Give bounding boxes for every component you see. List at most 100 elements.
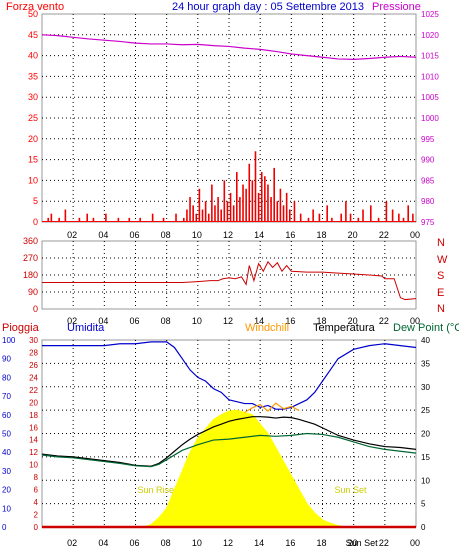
wind-axis-ticks: 0 5 10 15 20 25 30 35 40 45 50 (28, 9, 38, 227)
pressure-line-group (41, 34, 417, 60)
x-tick-label: 10 (192, 538, 202, 548)
x-tick-label: 14 (254, 230, 264, 240)
rain-tick-label: 28 (29, 348, 38, 357)
rain-tick-label: 16 (29, 423, 38, 432)
temp-tick-label: 20 (421, 430, 430, 439)
x-tick-label: 02 (67, 230, 77, 240)
rain-tick-label: 20 (29, 398, 38, 407)
chart-title: 24 hour graph day : 05 Settembre 2013 (172, 1, 364, 13)
rain-tick-label: 18 (29, 411, 38, 420)
humidity-axis-ticks: 0 10 20 30 40 50 60 70 80 90 100 (2, 336, 16, 532)
temp-tick-label: 30 (421, 383, 430, 392)
humidity-tick-label: 10 (2, 504, 11, 513)
x-tick-label: 16 (285, 316, 295, 326)
rain-tick-label: 2 (34, 511, 39, 520)
wind-direction-grid (42, 241, 416, 309)
rain-tick-label: 6 (34, 486, 39, 495)
wind-tick-label: 35 (28, 71, 38, 81)
x-tick-label: 00 (410, 538, 420, 548)
wind-x-ticks: 02 04 06 08 10 12 14 16 18 20 22 00 (67, 230, 420, 240)
x-tick-label: 04 (98, 538, 108, 548)
humidity-tick-label: 60 (2, 411, 11, 420)
pressure-tick-label: 1010 (421, 72, 439, 81)
x-tick-label: 22 (379, 230, 389, 240)
x-tick-label: 10 (192, 316, 202, 326)
wind-tick-label: 40 (28, 51, 38, 61)
pressure-axis-ticks: 975 980 985 990 995 1000 1005 1010 1015 1020 1025 (421, 10, 439, 227)
solar-area (143, 409, 346, 528)
x-tick-label: 06 (130, 316, 140, 326)
temp-humidity-lines (41, 341, 417, 529)
x-tick-label: 12 (223, 316, 233, 326)
rain-tick-label: 30 (29, 336, 38, 345)
solar-area-group (143, 409, 346, 528)
legend-pioggia: Pioggia (2, 322, 40, 334)
compass-label: N (437, 303, 445, 315)
wind-tick-label: 15 (28, 155, 38, 165)
humidity-tick-label: 50 (2, 430, 11, 439)
humidity-tick-label: 30 (2, 467, 11, 476)
pressure-tick-label: 980 (421, 197, 435, 206)
wind-tick-label: 10 (28, 175, 38, 185)
direction-x-ticks: 02 04 06 08 10 12 14 16 18 20 22 00 (67, 316, 420, 326)
rain-tick-label: 22 (29, 386, 38, 395)
x-tick-label: 04 (98, 316, 108, 326)
x-tick-label: 06 (130, 538, 140, 548)
temp-tick-label: 0 (421, 523, 426, 532)
wind-direction-line (42, 260, 417, 301)
windchill-line (244, 402, 300, 413)
wind-tick-label: 45 (28, 30, 38, 40)
direction-degree-label: 360 (23, 236, 38, 246)
direction-degree-ticks: 0 90 180 270 360 (23, 236, 38, 314)
wind-axis-title: Forza vento (6, 1, 64, 13)
rain-tick-label: 0 (34, 523, 39, 532)
legend-dew-point: Dew Point (°C (393, 322, 459, 334)
rain-tick-label: 8 (34, 473, 39, 482)
temp-tick-label: 15 (421, 453, 430, 462)
temp-x-ticks: 02 04 06 08 10 12 14 16 18 20 22 00 Sun Set (67, 538, 420, 548)
x-tick-label: 02 (67, 538, 77, 548)
humidity-tick-label: 90 (2, 355, 11, 364)
direction-degree-label: 270 (23, 253, 38, 263)
x-tick-label: 06 (130, 230, 140, 240)
x-tick-label: 14 (254, 538, 264, 548)
temp-tick-label: 25 (421, 406, 430, 415)
rain-tick-label: 12 (29, 448, 38, 457)
direction-degree-label: 90 (28, 287, 38, 297)
wind-tick-label: 5 (33, 196, 38, 206)
pressure-tick-label: 985 (421, 176, 435, 185)
rain-tick-label: 14 (29, 436, 38, 445)
direction-degree-label: 180 (23, 270, 38, 280)
humidity-tick-label: 40 (2, 448, 11, 457)
dew-point-line (41, 432, 417, 468)
x-tick-label: 10 (192, 230, 202, 240)
x-tick-label: 18 (317, 230, 327, 240)
wind-tick-label: 0 (33, 217, 38, 227)
wind-pressure-grid (42, 14, 416, 222)
temp-tick-label: 40 (421, 336, 430, 345)
temp-tick-label: 10 (421, 476, 430, 485)
pressure-tick-label: 975 (421, 218, 435, 227)
pressure-tick-label: 1020 (421, 31, 439, 40)
humidity-tick-label: 20 (2, 486, 11, 495)
x-tick-label: 22 (379, 538, 389, 548)
sun-annotations: Sun Rise Sun Set (137, 485, 367, 495)
pressure-tick-label: 1015 (421, 52, 439, 61)
x-tick-label: 00 (410, 230, 420, 240)
humidity-tick-label: 70 (2, 392, 11, 401)
rain-tick-label: 26 (29, 361, 38, 370)
compass-label: S (437, 270, 444, 282)
wind-tick-label: 25 (28, 113, 38, 123)
humidity-tick-label: 0 (2, 523, 7, 532)
temp-axis-ticks: 0 5 10 15 20 25 30 35 40 (421, 336, 430, 532)
x-tick-label: 12 (223, 230, 233, 240)
pressure-tick-label: 990 (421, 156, 435, 165)
x-tick-label: 00 (410, 316, 420, 326)
x-tick-label: 16 (285, 230, 295, 240)
legend-temperatura: Temperatura (313, 322, 376, 334)
x-tick-label: 08 (161, 230, 171, 240)
rain-tick-label: 24 (29, 373, 38, 382)
x-tick-label: 08 (161, 538, 171, 548)
legend-umidita: Umidita (67, 322, 105, 334)
